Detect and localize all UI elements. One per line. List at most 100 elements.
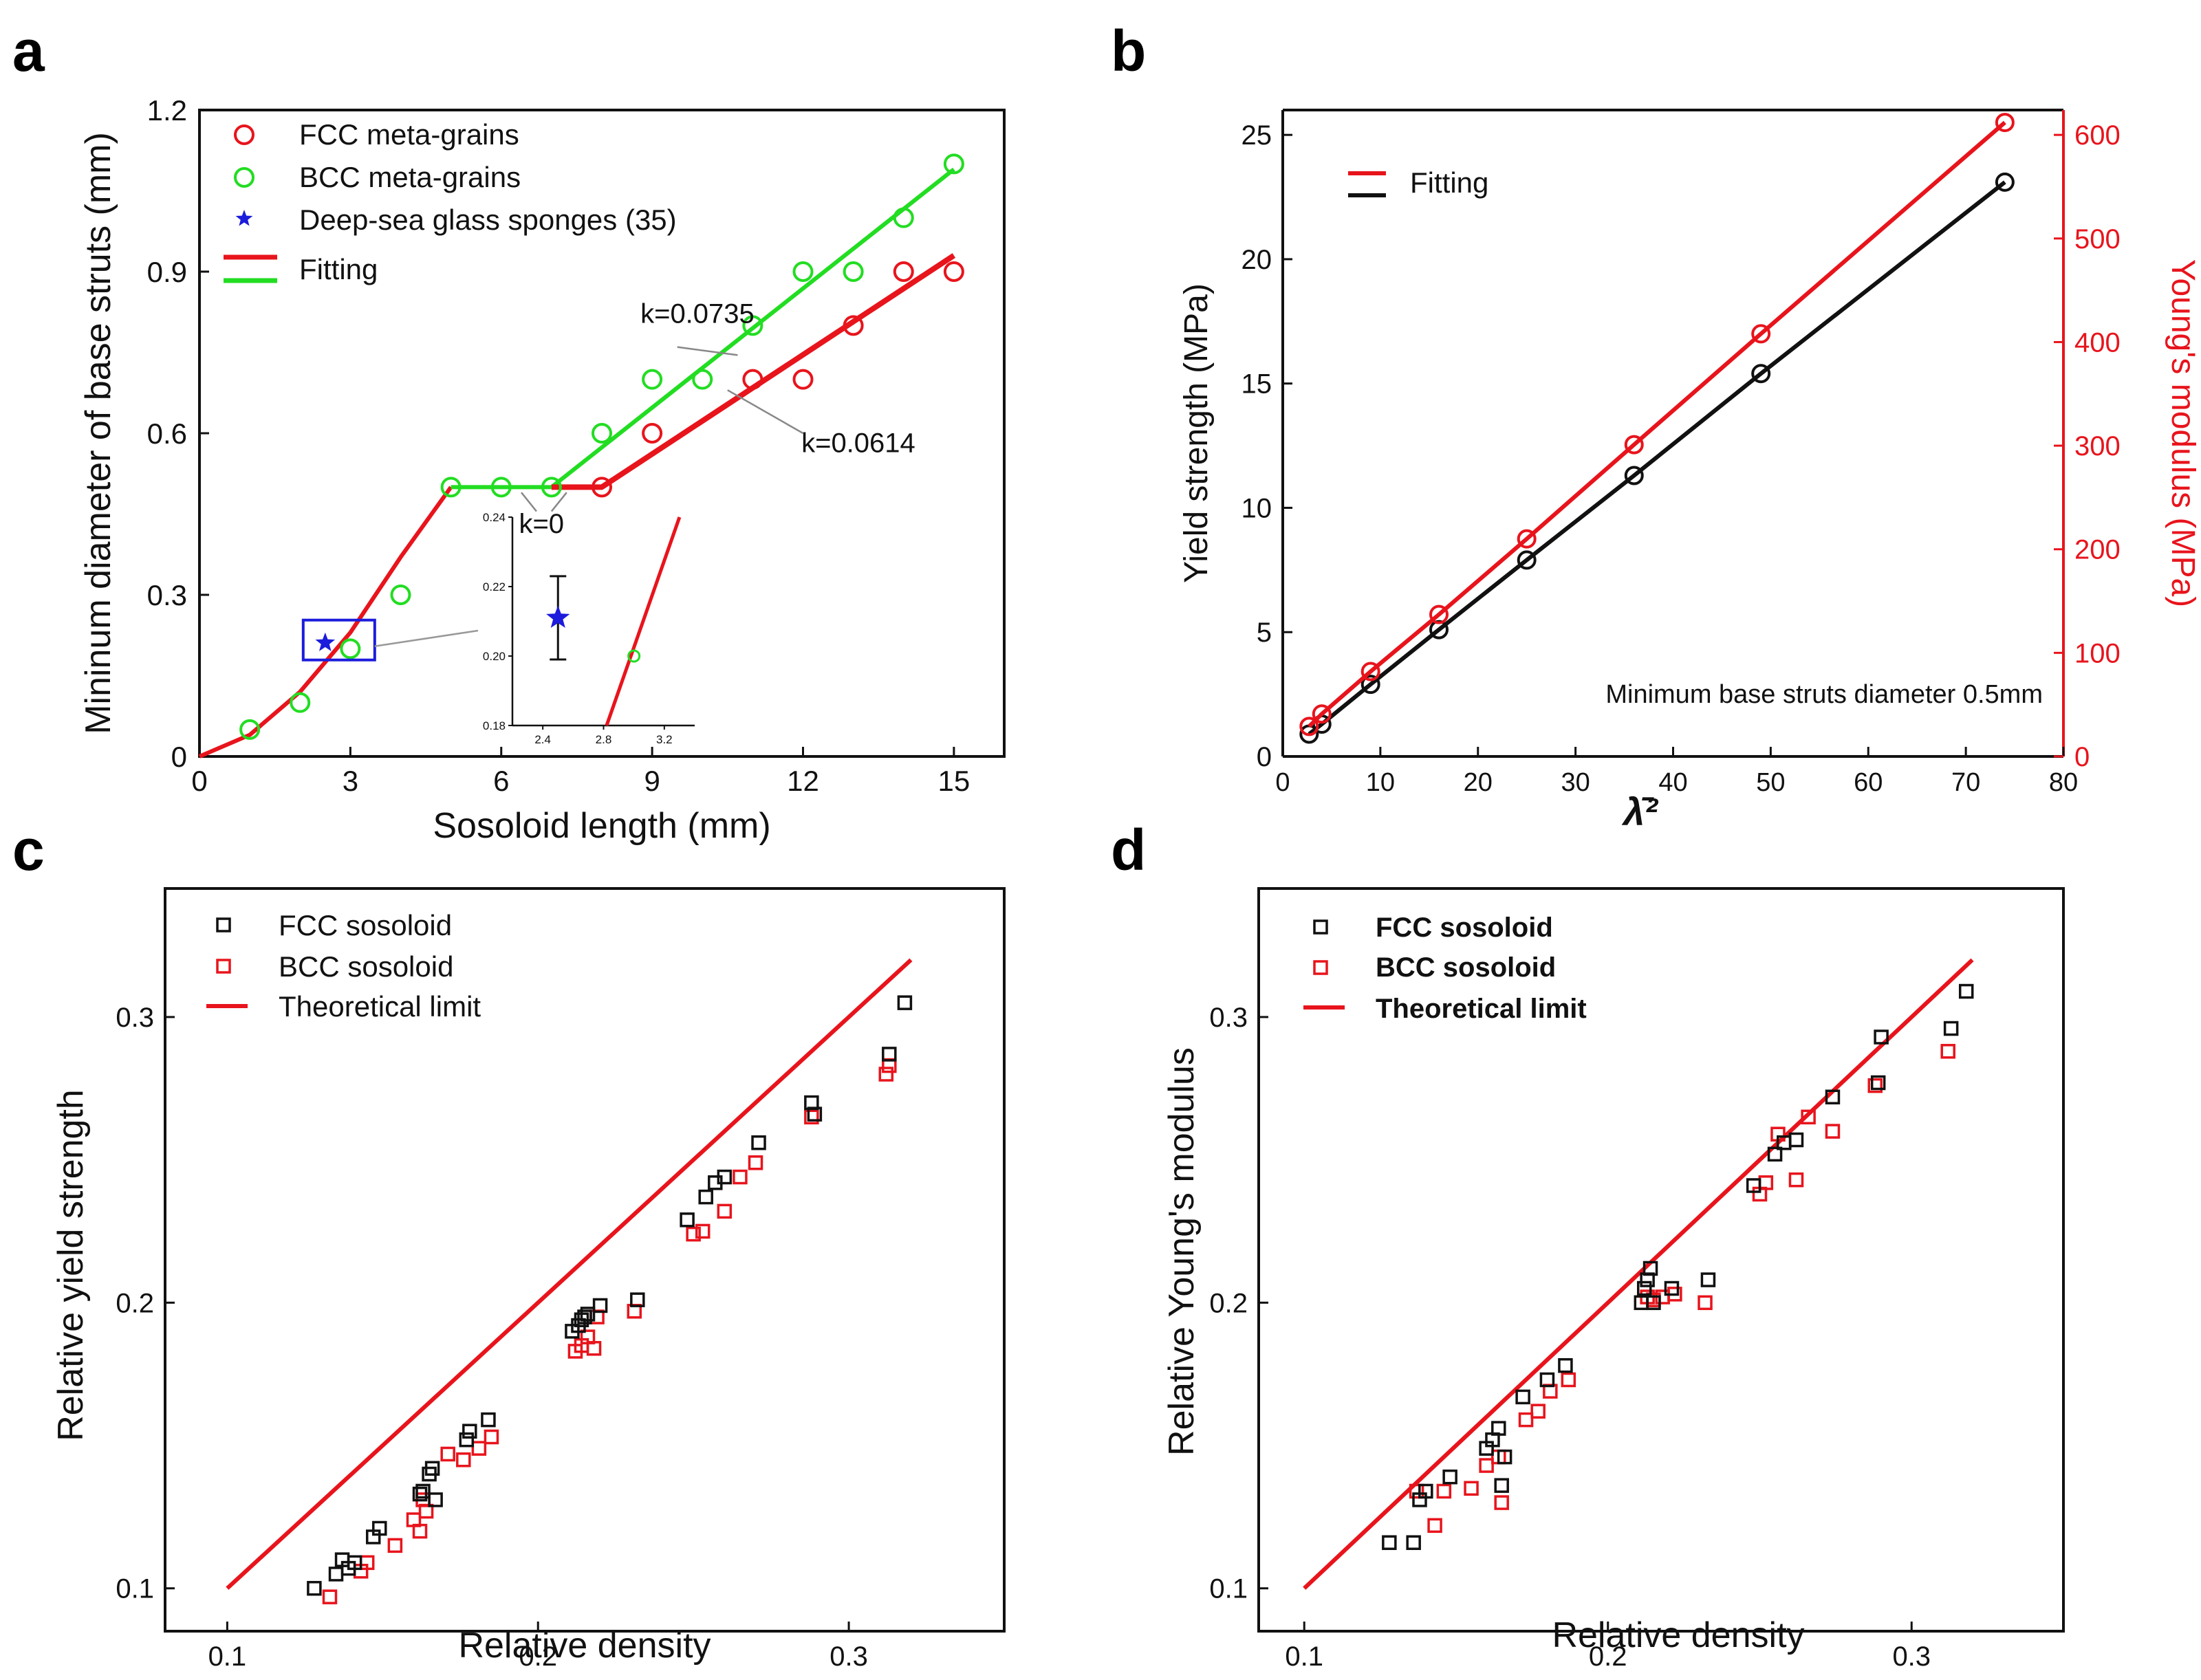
y-tick-label: 0.2 xyxy=(1209,1288,1248,1318)
legend-limit-label: Theoretical limit xyxy=(1376,994,1587,1024)
bcc-point xyxy=(1479,1458,1494,1473)
inset-y-tick-label: 0.24 xyxy=(483,511,506,524)
legend-bcc-label: BCC meta-grains xyxy=(299,161,521,193)
x-tick-label: 15 xyxy=(938,765,971,797)
x-tick-label: 9 xyxy=(644,765,660,797)
bcc-point xyxy=(440,477,462,498)
bcc-point xyxy=(390,585,411,605)
annotation-k-bcc: k=0.0735 xyxy=(640,298,755,329)
bcc-point xyxy=(418,1503,434,1519)
x-tick-label: 70 xyxy=(1951,768,1980,797)
y-right-tick-label: 0 xyxy=(2074,742,2090,772)
inset-bcc-point xyxy=(627,649,641,663)
fcc-point xyxy=(1636,1280,1652,1296)
fcc-point xyxy=(577,1309,592,1324)
bcc-point xyxy=(1530,1404,1546,1419)
fcc-point xyxy=(698,1189,713,1205)
y-axis-label: Relative Young's modulus xyxy=(1162,1047,1202,1456)
bcc-point xyxy=(748,1155,763,1170)
bcc-point xyxy=(943,153,964,175)
x-tick-label: 0.3 xyxy=(830,1641,868,1672)
bcc-point xyxy=(440,1446,455,1462)
bcc-point xyxy=(878,1067,894,1082)
y-tick-label: 0.3 xyxy=(116,1003,154,1033)
legend-fcc-marker xyxy=(234,124,254,145)
chart-panel-b: 0 10 20 30 40 50 60 70 8005101520250100200300400… xyxy=(1178,109,2201,833)
annotation-k-zero: k=0 xyxy=(519,509,564,539)
inset-y-tick-label: 0.18 xyxy=(483,719,506,732)
x-tick-label: 3 xyxy=(343,765,358,797)
fcc-point xyxy=(580,1307,596,1322)
y-right-tick-label: 600 xyxy=(2074,120,2121,151)
fcc-point xyxy=(882,1047,897,1062)
fcc-point xyxy=(897,995,913,1010)
legend-fcc-label: FCC sosoloid xyxy=(279,909,452,941)
y-tick-label: 0 xyxy=(1257,742,1272,772)
fcc-point xyxy=(1515,1389,1530,1405)
x-tick-label: 20 xyxy=(1464,768,1493,797)
y-tick-label: 20 xyxy=(1242,245,1272,275)
bcc-point xyxy=(322,1589,338,1604)
x-tick-label: 12 xyxy=(787,765,819,797)
legend-bcc-marker xyxy=(234,167,254,188)
bcc-point xyxy=(471,1441,487,1456)
fcc-point xyxy=(1874,1029,1889,1045)
annotation-leader xyxy=(677,346,738,356)
y-right-tick-label: 200 xyxy=(2074,535,2121,565)
fcc-point xyxy=(462,1423,477,1439)
x-tick-label: 0 xyxy=(1275,768,1290,797)
fcc-point xyxy=(1642,1261,1658,1276)
fcc-point xyxy=(630,1292,645,1307)
bcc-point xyxy=(1436,1483,1452,1499)
fcc-point xyxy=(347,1555,362,1571)
bcc-point xyxy=(692,369,713,390)
bcc-point xyxy=(1494,1495,1509,1510)
fcc-point xyxy=(751,1135,766,1150)
y-right-tick-label: 400 xyxy=(2074,327,2121,358)
modulus-point xyxy=(1517,529,1537,549)
fcc-point xyxy=(1418,1483,1433,1499)
yield-point xyxy=(1429,620,1449,640)
fcc-point xyxy=(893,261,914,282)
yield-point xyxy=(1751,364,1771,384)
y-right-tick-label: 500 xyxy=(2074,224,2121,254)
panel-label-d: d xyxy=(1111,818,1146,882)
bcc-point xyxy=(733,1169,748,1185)
fcc-point xyxy=(807,1106,823,1122)
fcc-point xyxy=(1943,1021,1959,1036)
bcc-point xyxy=(1825,1124,1841,1139)
inset-connector xyxy=(374,629,479,647)
fit-line-fcc xyxy=(551,253,956,490)
y-tick-label: 1.2 xyxy=(147,94,187,127)
x-tick-label: 40 xyxy=(1658,768,1687,797)
bcc-point xyxy=(742,315,763,336)
yield-point xyxy=(1517,550,1537,570)
fcc-point xyxy=(943,261,964,282)
fcc-point xyxy=(1406,1535,1421,1550)
fcc-point xyxy=(412,1486,428,1502)
bcc-point xyxy=(843,261,864,282)
bcc-point xyxy=(893,207,914,228)
fcc-point xyxy=(1870,1075,1886,1091)
fcc-point xyxy=(843,315,864,336)
modulus-point xyxy=(1360,662,1380,681)
bcc-point xyxy=(1561,1372,1576,1388)
fcc-point xyxy=(328,1567,344,1582)
x-axis-label: Relative density xyxy=(1552,1615,1804,1655)
modulus-point xyxy=(1624,435,1644,455)
inset-x-tick-label: 2.4 xyxy=(534,733,551,746)
bcc-point xyxy=(290,692,311,713)
fcc-point xyxy=(1958,983,1974,999)
y-tick-label: 0.9 xyxy=(147,256,187,288)
bcc-point xyxy=(1698,1295,1713,1311)
bcc-point xyxy=(490,477,512,498)
modulus-point xyxy=(1299,717,1319,737)
plot-frame xyxy=(164,887,1006,1633)
fcc-point xyxy=(428,1492,443,1507)
y-right-tick-label: 300 xyxy=(2074,431,2121,461)
fcc-point xyxy=(1646,1295,1661,1311)
bcc-point xyxy=(456,1452,471,1468)
inset-y-tick-label: 0.22 xyxy=(483,580,506,593)
legend-bcc-marker xyxy=(216,959,231,974)
